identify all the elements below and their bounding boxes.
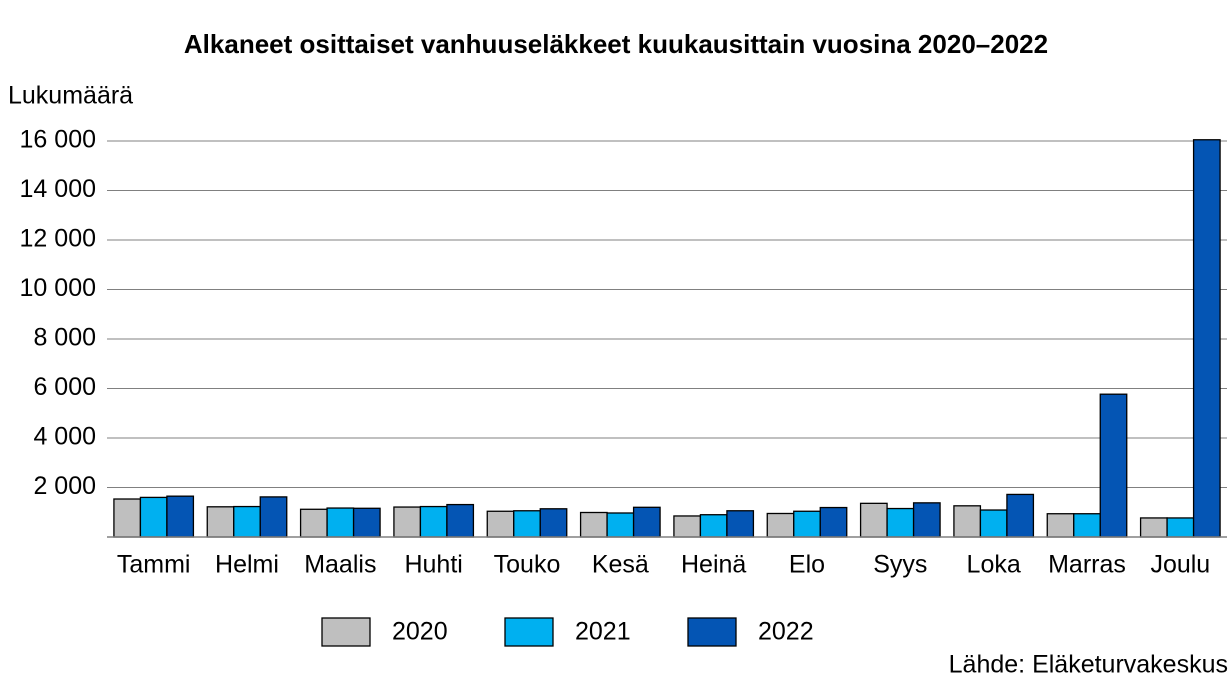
x-tick-label: Helmi — [215, 551, 279, 579]
x-tick-label: Tammi — [117, 551, 191, 579]
bar — [886, 507, 915, 538]
y-tick-label: 16 000 — [20, 126, 96, 154]
y-axis-label: Lukumäärä — [8, 82, 133, 110]
bar — [352, 507, 381, 538]
bar — [206, 506, 235, 538]
bar — [486, 510, 515, 538]
bar — [233, 505, 261, 538]
bar — [819, 506, 848, 538]
bar — [673, 515, 702, 538]
bar — [1139, 517, 1168, 538]
bar — [1192, 139, 1221, 538]
bar — [326, 507, 355, 538]
legend-swatch — [321, 617, 371, 647]
bar — [539, 508, 568, 538]
y-tick-label: 4 000 — [33, 423, 96, 451]
bar — [859, 502, 888, 538]
bar — [979, 509, 1008, 538]
x-tick-label: Joulu — [1150, 551, 1210, 579]
bar — [579, 511, 608, 538]
chart-title: Alkaneet osittaiset vanhuuseläkkeet kuuk… — [184, 29, 1048, 59]
bar — [299, 508, 328, 538]
bar — [113, 498, 142, 538]
x-tick-label: Touko — [494, 551, 561, 579]
legend-swatch — [687, 617, 737, 647]
bar — [726, 510, 755, 538]
bar — [953, 505, 982, 538]
bar — [699, 514, 728, 538]
bar — [393, 506, 422, 538]
bar — [1073, 513, 1101, 538]
x-tick-label: Kesä — [592, 551, 649, 579]
bar — [1006, 493, 1035, 538]
y-tick-label: 6 000 — [33, 373, 96, 401]
bar — [259, 496, 288, 538]
legend-label: 2021 — [575, 618, 631, 646]
x-tick-label: Loka — [967, 551, 1021, 579]
bar — [1099, 393, 1128, 538]
y-tick-label: 10 000 — [20, 274, 96, 302]
legend-label: 2022 — [758, 618, 814, 646]
bar — [166, 495, 195, 538]
legend-swatch — [504, 617, 554, 647]
bar — [606, 512, 635, 538]
x-tick-label: Elo — [789, 551, 825, 579]
y-tick-label: 14 000 — [20, 175, 96, 203]
bar — [793, 510, 821, 538]
bar — [446, 503, 475, 538]
bar — [513, 510, 541, 538]
x-tick-label: Huhti — [404, 551, 462, 579]
x-tick-label: Syys — [873, 551, 927, 579]
bar — [419, 505, 448, 538]
legend-label: 2020 — [392, 618, 448, 646]
y-tick-label: 8 000 — [33, 324, 96, 352]
bar — [139, 496, 168, 538]
bar — [766, 512, 795, 538]
x-tick-label: Marras — [1048, 551, 1126, 579]
y-tick-label: 2 000 — [33, 472, 96, 500]
source-note: Lähde: Eläketurvakeskus — [949, 651, 1228, 679]
x-tick-label: Maalis — [304, 551, 376, 579]
x-tick-label: Heinä — [681, 551, 746, 579]
bar — [632, 506, 661, 538]
bar — [1166, 517, 1195, 538]
bar — [912, 502, 941, 538]
y-tick-label: 12 000 — [20, 225, 96, 253]
bar — [1046, 513, 1075, 538]
